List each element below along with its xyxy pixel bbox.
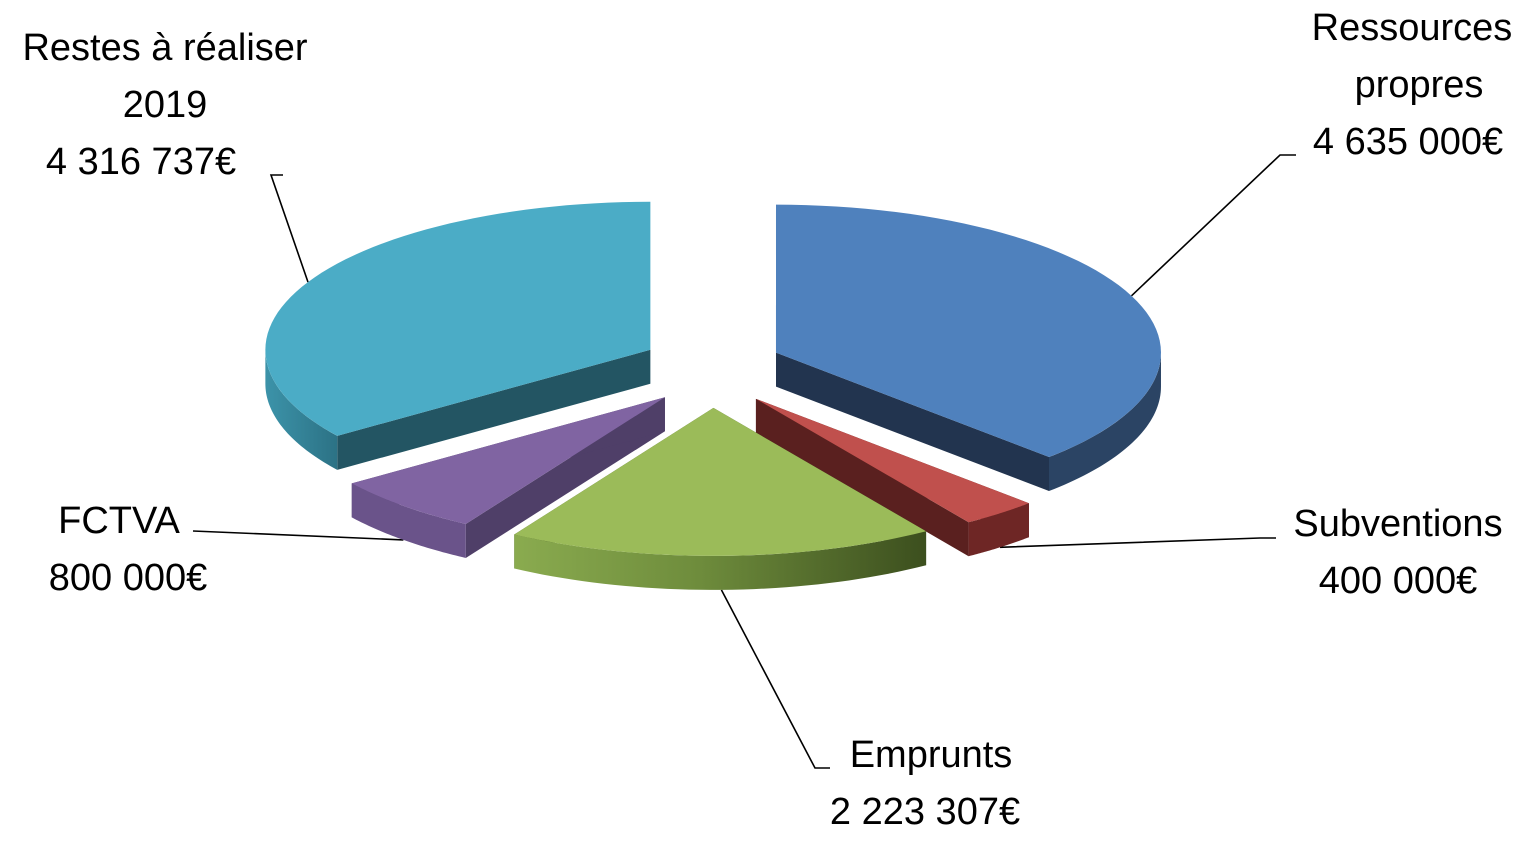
slice-2 bbox=[514, 407, 927, 590]
pie-slices bbox=[265, 201, 1161, 590]
slice-3 bbox=[351, 397, 665, 558]
slice-2-outer-side bbox=[514, 531, 927, 590]
slice-1 bbox=[755, 398, 1029, 557]
slice-1-top bbox=[755, 398, 1029, 523]
label-restes-a-realiser: Restes à réaliser 2019 4 316 737€ bbox=[0, 20, 330, 191]
label-ressources-name-line2: propres bbox=[1354, 64, 1484, 106]
leader-line-4 bbox=[269, 174, 309, 283]
label-subventions-name: Subventions bbox=[1293, 503, 1503, 545]
slice-0-wall-1 bbox=[775, 352, 1050, 492]
slice-1-wall-1 bbox=[755, 398, 969, 557]
leader-line-0 bbox=[1130, 154, 1296, 297]
label-emprunts-value: 2 223 307€ bbox=[829, 791, 1021, 833]
leader-line-3 bbox=[192, 530, 404, 541]
slice-4-wall-0 bbox=[337, 349, 651, 470]
slice-3-top bbox=[351, 397, 665, 524]
slice-3-outer-side bbox=[351, 483, 466, 558]
label-restes-value: 4 316 737€ bbox=[45, 141, 237, 183]
slice-0-outer-side bbox=[1049, 352, 1161, 492]
slice-0 bbox=[775, 204, 1161, 492]
label-subventions: Subventions 400 000€ bbox=[1273, 496, 1523, 610]
slice-4 bbox=[265, 201, 651, 470]
label-ressources-value: 4 635 000€ bbox=[1312, 121, 1504, 163]
label-ressources-propres: Ressources propres 4 635 000€ bbox=[1283, 0, 1530, 171]
label-fctva: FCTVA 800 000€ bbox=[8, 493, 248, 607]
slice-0-top bbox=[775, 204, 1161, 458]
label-restes-name-line2: 2019 bbox=[122, 84, 208, 126]
label-subventions-value: 400 000€ bbox=[1318, 560, 1478, 602]
slice-1-outer-side bbox=[968, 503, 1029, 557]
slice-4-top bbox=[265, 201, 651, 436]
label-ressources-name-line1: Ressources bbox=[1311, 7, 1513, 49]
leader-lines bbox=[192, 154, 1296, 769]
label-emprunts-name: Emprunts bbox=[849, 734, 1013, 776]
slice-2-top bbox=[514, 407, 927, 556]
label-restes-name-line1: Restes à réaliser bbox=[22, 27, 308, 69]
label-emprunts: Emprunts 2 223 307€ bbox=[800, 727, 1050, 841]
label-fctva-value: 800 000€ bbox=[48, 557, 208, 599]
slice-4-outer-side bbox=[265, 349, 338, 470]
label-fctva-name: FCTVA bbox=[58, 500, 180, 542]
leader-line-2 bbox=[720, 589, 830, 769]
leader-line-1 bbox=[999, 537, 1276, 549]
